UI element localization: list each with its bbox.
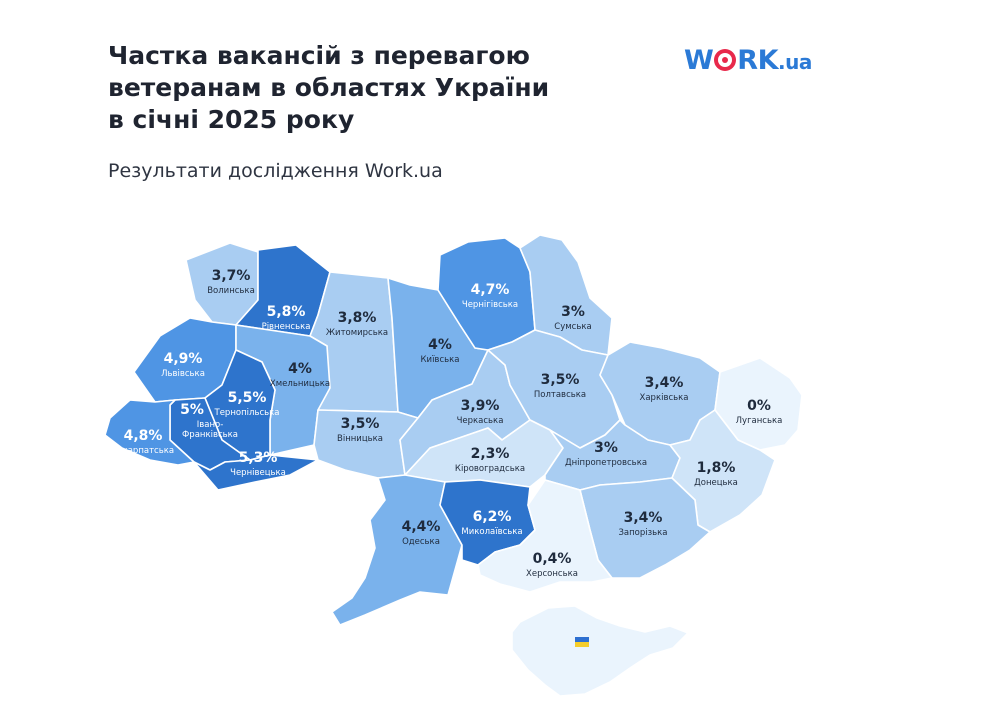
region-value: 3,5%: [541, 372, 580, 388]
region-khersonska: [477, 479, 613, 593]
region-name: Тернопільська: [214, 408, 280, 418]
region-label-kyivska: 4% Київська: [421, 337, 460, 365]
region-label-donetska: 1,8% Донецька: [694, 460, 738, 488]
map-title: Частка вакансій з перевагою ветеранам в …: [108, 40, 549, 136]
region-value: 6,2%: [473, 509, 512, 525]
logo-part-w: W: [684, 45, 714, 76]
logo-part-rk: RK: [737, 45, 779, 76]
region-label-odeska: 4,4% Одеська: [402, 519, 441, 547]
title-line-2: ветеранам в областях України: [108, 73, 550, 102]
title-line-1: Частка вакансій з перевагою: [108, 41, 530, 70]
logo-part-ua: .ua: [778, 50, 812, 74]
region-value: 3%: [594, 440, 618, 456]
region-label-zakarpatska: 4,8% Закарпатська: [112, 428, 174, 456]
region-label-volynska: 3,7% Волинська: [207, 268, 255, 296]
crimea: [511, 605, 689, 697]
regions-layer: [104, 234, 803, 626]
region-label-chernivetska: 5,3% Чернівецька: [230, 450, 286, 478]
region-value: 1,8%: [697, 460, 736, 476]
region-value: 0%: [747, 398, 771, 414]
region-name: Вінницька: [337, 434, 383, 444]
title-line-3: в січні 2025 року: [108, 105, 355, 134]
region-label-mykolaivska: 6,2% Миколаївська: [461, 509, 522, 537]
region-name: Закарпатська: [112, 446, 174, 456]
region-label-luhanska: 0% Луганська: [736, 398, 783, 426]
region-label-zhytomyrska: 3,8% Житомирська: [326, 310, 388, 338]
region-name: Київська: [421, 355, 460, 365]
region-name: Волинська: [207, 286, 255, 296]
region-value: 4,4%: [402, 519, 441, 535]
region-value: 4,7%: [471, 282, 510, 298]
region-value: 3%: [561, 304, 585, 320]
region-name: Луганська: [736, 416, 783, 426]
region-label-sumska: 3% Сумська: [554, 304, 591, 332]
region-label-dnipropetrovska: 3% Дніпропетровська: [565, 440, 647, 468]
region-value: 3,4%: [624, 510, 663, 526]
region-value: 2,3%: [471, 446, 510, 462]
region-label-zaporizka: 3,4% Запорізька: [618, 510, 667, 538]
region-name: Запорізька: [618, 528, 667, 538]
region-name: Харківська: [640, 393, 689, 403]
region-name: Черкаська: [457, 416, 504, 426]
region-label-lvivska: 4,9% Львівська: [161, 351, 205, 379]
region-value: 3,5%: [341, 416, 380, 432]
crimea-region: [511, 605, 689, 697]
region-label-kirovohradska: 2,3% Кіровоградська: [455, 446, 525, 474]
region-value: 3,7%: [212, 268, 251, 284]
region-label-ivano-frankivska: 5% Івано-Франківська: [180, 402, 238, 440]
labels-layer: 3,7% Волинська 5,8% Рівненська 3,8% Житомирсь…: [112, 268, 782, 579]
work-ua-logo: W RK.ua: [684, 45, 812, 76]
region-value: 5,8%: [267, 304, 306, 320]
region-name: Миколаївська: [461, 527, 522, 537]
region-value: 4,8%: [124, 428, 163, 444]
region-value: 5,3%: [239, 450, 278, 466]
region-name: Чернівецька: [230, 468, 286, 478]
region-label-khersonska: 0,4% Херсонська: [526, 551, 578, 579]
map-subtitle: Результати дослідження Work.ua: [108, 160, 443, 182]
region-name: Кіровоградська: [455, 464, 525, 474]
region-name: Сумська: [554, 322, 591, 332]
region-value: 0,4%: [533, 551, 572, 567]
region-value: 4%: [288, 361, 312, 377]
region-name: Полтавська: [534, 390, 586, 400]
region-name: Одеська: [402, 537, 440, 547]
region-poltavska: [487, 329, 621, 449]
region-value: 5,5%: [228, 390, 267, 406]
region-label-chernihivska: 4,7% Чернігівська: [462, 282, 518, 310]
region-name: Донецька: [694, 478, 738, 488]
region-chernivetska: [193, 454, 319, 491]
region-name: Дніпропетровська: [565, 458, 647, 468]
ukraine-flag-icon: [575, 637, 589, 647]
region-value: 4%: [428, 337, 452, 353]
region-name: Херсонська: [526, 569, 578, 579]
region-value: 5%: [180, 402, 204, 418]
region-label-cherkaska: 3,9% Черкаська: [457, 398, 504, 426]
region-name: Львівська: [161, 369, 205, 379]
region-zakarpatska: [104, 399, 195, 466]
region-name: Житомирська: [326, 328, 388, 338]
region-value: 3,4%: [645, 375, 684, 391]
region-name: Івано-Франківська: [182, 420, 238, 440]
region-label-poltavska: 3,5% Полтавська: [534, 372, 586, 400]
region-name: Хмельницька: [270, 379, 330, 389]
region-label-ternopilska: 5,5% Тернопільська: [214, 390, 280, 418]
region-label-khmelnytska: 4% Хмельницька: [270, 361, 330, 389]
region-label-kharkivska: 3,4% Харківська: [640, 375, 689, 403]
region-sumska: [519, 234, 613, 356]
target-icon: [714, 49, 737, 71]
region-label-vinnytska: 3,5% Вінницька: [337, 416, 383, 444]
region-label-rivnenska: 5,8% Рівненська: [262, 304, 311, 332]
region-value: 3,9%: [461, 398, 500, 414]
region-name: Рівненська: [262, 322, 311, 332]
region-name: Чернігівська: [462, 300, 518, 310]
region-value: 3,8%: [338, 310, 377, 326]
region-value: 4,9%: [164, 351, 203, 367]
